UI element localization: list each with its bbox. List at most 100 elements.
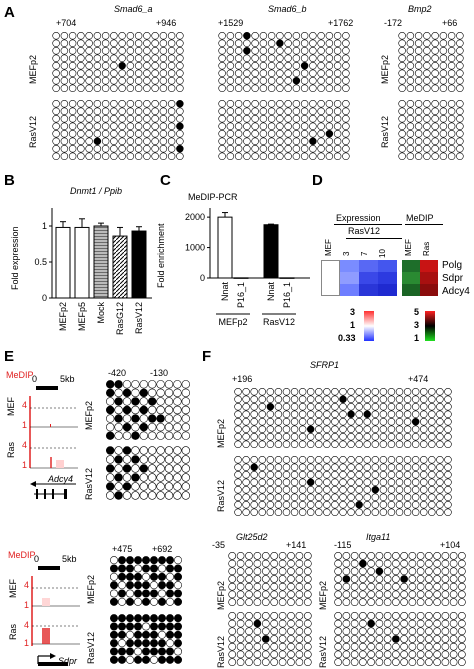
unmethylated-cpg (419, 478, 428, 486)
unmethylated-cpg (398, 84, 406, 92)
unmethylated-cpg (118, 639, 127, 648)
unmethylated-cpg (416, 582, 425, 591)
unmethylated-cpg (347, 485, 355, 494)
unmethylated-cpg (118, 47, 126, 55)
unmethylated-cpg (143, 99, 151, 108)
unmethylated-cpg (333, 144, 342, 153)
unmethylated-cpg (428, 417, 436, 426)
unmethylated-cpg (406, 144, 415, 153)
unmethylated-cpg (126, 47, 135, 55)
methylated-cpg (157, 622, 166, 631)
unmethylated-cpg (375, 598, 384, 606)
methylated-cpg (141, 647, 150, 656)
c-ytick: 1000 (185, 243, 205, 253)
unmethylated-cpg (143, 39, 151, 48)
unmethylated-cpg (392, 611, 400, 620)
unmethylated-cpg (444, 485, 452, 494)
unmethylated-cpg (266, 485, 275, 494)
methylated-cpg (105, 431, 115, 440)
unmethylated-cpg (176, 69, 184, 77)
unmethylated-cpg (383, 582, 392, 591)
unmethylated-cpg (176, 115, 184, 123)
unmethylated-cpg (425, 658, 433, 666)
methylated-cpg (125, 597, 134, 606)
unmethylated-cpg (375, 619, 384, 628)
unmethylated-cpg (315, 425, 323, 433)
unmethylated-cpg (159, 129, 168, 138)
unmethylated-cpg (236, 658, 245, 666)
unmethylated-cpg (456, 144, 464, 153)
unmethylated-cpg (458, 551, 466, 560)
unmethylated-cpg (77, 137, 85, 145)
unmethylated-cpg (423, 76, 431, 85)
unmethylated-cpg (433, 619, 441, 628)
unmethylated-cpg (85, 122, 93, 130)
unmethylated-cpg (284, 84, 292, 92)
methylated-cpg (122, 446, 132, 455)
unmethylated-cpg (331, 440, 339, 448)
unmethylated-cpg (242, 395, 250, 404)
unmethylated-cpg (278, 582, 287, 591)
c-group-label: RasV12 (263, 317, 295, 327)
unmethylated-cpg (101, 69, 110, 77)
unmethylated-cpg (436, 493, 444, 501)
e-scale-zero-bot: 0 (34, 554, 40, 564)
unmethylated-cpg (143, 84, 151, 92)
unmethylated-cpg (156, 397, 165, 406)
unmethylated-cpg (276, 152, 284, 160)
unmethylated-cpg (167, 144, 176, 153)
unmethylated-cpg (449, 650, 458, 659)
unmethylated-cpg (131, 422, 140, 432)
unmethylated-cpg (159, 47, 168, 55)
methylated-cpg (93, 137, 102, 145)
unmethylated-cpg (315, 387, 323, 396)
unmethylated-cpg (387, 485, 396, 494)
unmethylated-cpg (114, 388, 123, 398)
unmethylated-cpg (167, 47, 176, 55)
unmethylated-cpg (287, 559, 295, 568)
unmethylated-cpg (176, 137, 184, 145)
unmethylated-cpg (423, 31, 431, 40)
unmethylated-cpg (387, 508, 396, 516)
unmethylated-cpg (400, 567, 408, 576)
unmethylated-cpg (259, 115, 268, 123)
unmethylated-cpg (355, 478, 363, 486)
methylated-cpg (139, 464, 148, 473)
e-top-row2: RasV12 (84, 467, 94, 500)
unmethylated-cpg (234, 485, 242, 494)
unmethylated-cpg (258, 455, 267, 464)
unmethylated-cpg (101, 107, 110, 116)
unmethylated-cpg (274, 508, 283, 516)
unmethylated-cpg (60, 122, 69, 130)
unmethylated-cpg (258, 508, 267, 516)
unmethylated-cpg (159, 152, 168, 160)
e-top-end: -130 (150, 368, 169, 378)
unmethylated-cpg (292, 115, 301, 123)
unmethylated-cpg (276, 99, 284, 108)
unmethylated-cpg (266, 387, 275, 396)
methylated-cpg (156, 414, 165, 423)
unmethylated-cpg (433, 551, 441, 560)
unmethylated-cpg (143, 137, 151, 145)
unmethylated-cpg (395, 471, 404, 479)
methylated-cpg (105, 380, 115, 389)
unmethylated-cpg (436, 485, 444, 494)
unmethylated-cpg (292, 31, 301, 40)
unmethylated-cpg (181, 422, 191, 432)
methylated-cpg (176, 99, 184, 108)
methylated-cpg (118, 622, 127, 631)
expr-scale-033: 0.33 (338, 333, 356, 343)
unmethylated-cpg (282, 500, 291, 509)
unmethylated-cpg (236, 635, 245, 643)
unmethylated-cpg (449, 590, 458, 599)
methylated-cpg (392, 635, 400, 643)
unmethylated-cpg (270, 627, 279, 636)
unmethylated-cpg (105, 397, 115, 406)
methylated-cpg (118, 647, 127, 656)
unmethylated-cpg (447, 152, 456, 160)
unmethylated-cpg (411, 478, 420, 486)
unmethylated-cpg (325, 76, 334, 85)
unmethylated-cpg (287, 567, 295, 576)
unmethylated-cpg (303, 582, 312, 591)
